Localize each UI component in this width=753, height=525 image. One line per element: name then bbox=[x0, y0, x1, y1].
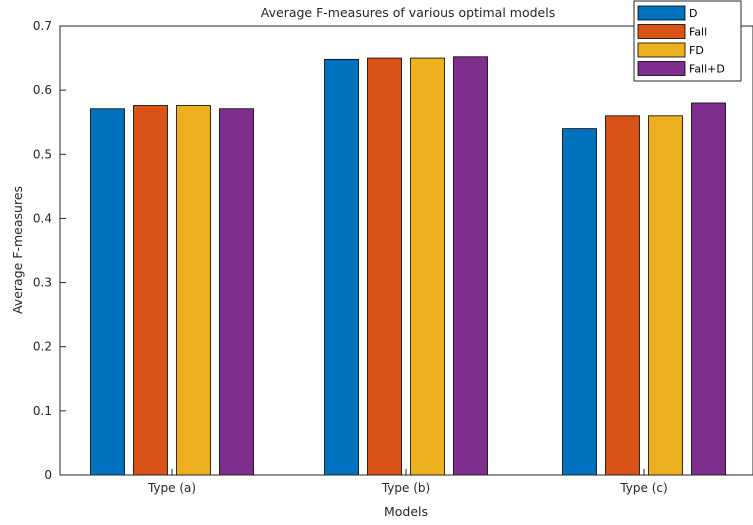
bar-fall-d-2 bbox=[453, 56, 488, 476]
bar-fall-1 bbox=[133, 105, 168, 476]
bar-fd-3 bbox=[648, 115, 683, 476]
bar-fall-d-1 bbox=[219, 108, 254, 476]
x-tick-label: Type (b) bbox=[381, 481, 430, 495]
x-axis-ticks: Type (a) Type (b) Type (c) bbox=[147, 469, 668, 495]
y-axis-label: Average F-measures bbox=[10, 186, 25, 314]
y-tick-label: 0.4 bbox=[33, 211, 52, 225]
plot-area: 00.10.20.30.40.50.60.7 Type (a) Type (b) T… bbox=[33, 19, 753, 495]
bar-fall-d-3 bbox=[691, 102, 726, 476]
legend-swatch bbox=[637, 61, 686, 76]
y-tick-label: 0 bbox=[44, 468, 52, 482]
legend: D Fall FD Fall+D bbox=[633, 0, 742, 82]
bars-group bbox=[90, 56, 726, 476]
y-tick-label: 0.6 bbox=[33, 83, 52, 97]
bar-fall-3 bbox=[605, 115, 640, 476]
legend-swatch bbox=[637, 42, 686, 58]
bar-d-2 bbox=[324, 58, 359, 476]
legend-label: FD bbox=[689, 44, 704, 57]
chart-title: Average F-measures of various optimal mo… bbox=[261, 5, 555, 20]
legend-swatch bbox=[637, 24, 686, 39]
legend-label: D bbox=[689, 7, 697, 20]
legend-swatch bbox=[637, 5, 686, 21]
y-tick-label: 0.3 bbox=[33, 276, 52, 290]
y-tick-label: 0.1 bbox=[33, 404, 52, 418]
y-axis-ticks: 0 0.1 0.2 0.3 0.4 0.5 0.6 0.7 bbox=[33, 19, 66, 482]
y-tick-label: 0.5 bbox=[33, 147, 52, 161]
bar-d-3 bbox=[562, 128, 597, 476]
x-tick-label: Type (a) bbox=[147, 481, 196, 495]
x-axis-label: Models bbox=[384, 504, 428, 519]
bar-fall-2 bbox=[367, 57, 402, 476]
bar-fd-2 bbox=[410, 57, 445, 476]
x-tick-label: Type (c) bbox=[619, 481, 667, 495]
legend-label: Fall bbox=[689, 26, 707, 39]
bar-d-1 bbox=[90, 108, 125, 476]
y-tick-label: 0.2 bbox=[33, 340, 52, 354]
legend-label: Fall+D bbox=[689, 63, 725, 76]
y-tick-label: 0.7 bbox=[33, 19, 52, 33]
bar-fd-1 bbox=[176, 105, 211, 476]
